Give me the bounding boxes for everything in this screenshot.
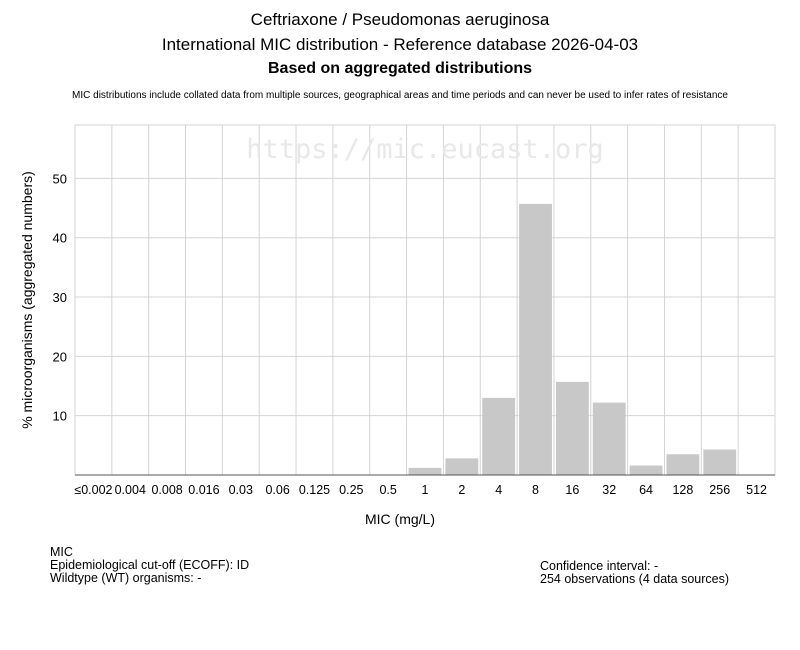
disclaimer: MIC distributions include collated data … (72, 90, 728, 101)
x-tick-label: 64 (639, 483, 653, 497)
x-tick-label: ≤0.002 (74, 483, 112, 497)
info-right: Confidence interval: - 254 observations … (540, 560, 729, 586)
x-tick-label: 4 (495, 483, 502, 497)
bar-4 (482, 397, 516, 475)
plot-frame (74, 124, 776, 476)
bar-256 (703, 449, 737, 475)
chart-basis: Based on aggregated distributions (267, 60, 533, 77)
x-tick-label: 8 (532, 483, 539, 497)
x-tick-label: 16 (565, 483, 579, 497)
x-tick-label: 1 (422, 483, 429, 497)
x-tick-label: 512 (746, 483, 767, 497)
y-tick-label: 50 (53, 171, 67, 186)
bar-1 (408, 467, 442, 475)
bar-32 (592, 402, 626, 475)
y-tick-label: 10 (53, 409, 67, 424)
watermark: https://mic.eucast.org (246, 134, 604, 165)
x-tick-label: 32 (602, 483, 616, 497)
info-ci: Confidence interval: - (540, 559, 659, 573)
x-tick-label: 0.008 (151, 483, 182, 497)
x-tick-label: 0.004 (115, 483, 146, 497)
chart-subtitle: International MIC distribution - Referen… (161, 35, 639, 54)
info-left: MIC Epidemiological cut-off (ECOFF): ID … (50, 546, 249, 585)
y-tick-label: 20 (53, 349, 67, 364)
x-tick-label: 0.25 (339, 483, 363, 497)
x-tick-label: 0.06 (265, 483, 289, 497)
info-observations: 254 observations (4 data sources) (540, 572, 729, 586)
x-tick-label: 256 (709, 483, 730, 497)
x-tick-label: 0.5 (379, 483, 396, 497)
info-wt: Wildtype (WT) organisms: - (50, 571, 202, 585)
bar-8 (519, 203, 552, 475)
x-axis-label: MIC (mg/L) (365, 511, 435, 527)
y-tick-label: 30 (53, 290, 67, 305)
bar-16 (555, 381, 589, 475)
y-axis-label: % microorganisms (aggregated numbers) (19, 171, 35, 429)
info-mic: MIC (50, 545, 73, 559)
x-tick-label: 128 (672, 483, 693, 497)
bar-64 (629, 465, 663, 475)
info-ecoff: Epidemiological cut-off (ECOFF): ID (50, 558, 250, 572)
x-tick-label: 0.125 (299, 483, 330, 497)
y-tick-label: 40 (53, 231, 67, 246)
x-tick-label: 0.03 (229, 483, 253, 497)
x-tick-label: 0.016 (188, 483, 219, 497)
chart-title: Ceftriaxone / Pseudomonas aeruginosa (250, 10, 550, 29)
bar-128 (666, 454, 700, 475)
x-tick-label: 2 (458, 483, 465, 497)
bar-2 (445, 458, 479, 475)
